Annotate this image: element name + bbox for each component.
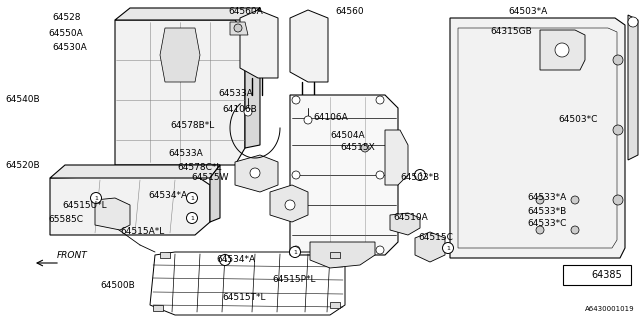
- Text: 1: 1: [446, 245, 450, 251]
- Circle shape: [571, 226, 579, 234]
- Circle shape: [628, 17, 638, 27]
- Circle shape: [376, 171, 384, 179]
- Polygon shape: [210, 165, 220, 222]
- Polygon shape: [290, 95, 398, 255]
- Text: 64315GB: 64315GB: [490, 28, 532, 36]
- Polygon shape: [330, 302, 340, 308]
- Circle shape: [376, 96, 384, 104]
- Circle shape: [304, 116, 312, 124]
- Text: 64540B: 64540B: [5, 95, 40, 105]
- Text: 64515W: 64515W: [191, 173, 228, 182]
- Text: 1: 1: [94, 196, 98, 201]
- Polygon shape: [153, 305, 163, 311]
- Polygon shape: [330, 252, 340, 258]
- Circle shape: [613, 125, 623, 135]
- Polygon shape: [270, 185, 308, 222]
- Text: 1: 1: [418, 172, 422, 178]
- Text: 64515P*L: 64515P*L: [272, 276, 316, 284]
- Circle shape: [613, 195, 623, 205]
- Circle shape: [250, 168, 260, 178]
- Text: 64530A: 64530A: [52, 44, 87, 52]
- Text: 1: 1: [572, 273, 576, 277]
- Circle shape: [186, 212, 198, 223]
- Text: 64533*A: 64533*A: [527, 194, 566, 203]
- Polygon shape: [95, 198, 130, 230]
- Text: 64560A: 64560A: [228, 7, 263, 17]
- Polygon shape: [290, 10, 328, 82]
- Text: 64515C: 64515C: [418, 233, 453, 242]
- Text: 64515A*L: 64515A*L: [120, 228, 164, 236]
- Circle shape: [220, 254, 230, 266]
- Text: 64510A: 64510A: [393, 213, 428, 222]
- Circle shape: [234, 24, 242, 32]
- Polygon shape: [310, 242, 375, 268]
- Text: A6430001019: A6430001019: [586, 306, 635, 312]
- Text: 64515T*L: 64515T*L: [222, 293, 266, 302]
- Circle shape: [376, 246, 384, 254]
- Polygon shape: [540, 30, 585, 70]
- Circle shape: [415, 170, 426, 180]
- Circle shape: [186, 193, 198, 204]
- Text: 64503*B: 64503*B: [400, 173, 439, 182]
- Circle shape: [285, 200, 295, 210]
- Text: 64385: 64385: [591, 270, 622, 280]
- Circle shape: [571, 196, 579, 204]
- Text: 64515X: 64515X: [340, 143, 375, 153]
- Text: 64533*B: 64533*B: [527, 206, 566, 215]
- Circle shape: [292, 171, 300, 179]
- Polygon shape: [628, 15, 638, 160]
- Circle shape: [361, 144, 369, 152]
- Text: 64578C*L: 64578C*L: [177, 163, 221, 172]
- Circle shape: [292, 96, 300, 104]
- Circle shape: [536, 226, 544, 234]
- Text: 64528: 64528: [52, 13, 81, 22]
- Polygon shape: [415, 232, 445, 262]
- Polygon shape: [390, 213, 420, 235]
- Circle shape: [442, 243, 454, 253]
- Text: 64533A: 64533A: [168, 148, 203, 157]
- Text: 64504A: 64504A: [330, 131, 365, 140]
- Circle shape: [536, 196, 544, 204]
- Text: 64550A: 64550A: [48, 29, 83, 38]
- Text: 1: 1: [223, 258, 227, 262]
- Polygon shape: [245, 8, 260, 148]
- Text: 1: 1: [190, 215, 194, 220]
- Text: 1: 1: [293, 250, 297, 254]
- Text: 64533*C: 64533*C: [527, 220, 566, 228]
- Text: 64503*C: 64503*C: [558, 116, 597, 124]
- Circle shape: [289, 246, 301, 258]
- Circle shape: [613, 55, 623, 65]
- Text: 64503*A: 64503*A: [508, 7, 547, 17]
- Polygon shape: [235, 155, 278, 192]
- Text: FRONT: FRONT: [57, 251, 88, 260]
- Polygon shape: [385, 130, 408, 185]
- Text: 64533A: 64533A: [218, 89, 253, 98]
- Text: 64534*A: 64534*A: [148, 190, 187, 199]
- Polygon shape: [50, 165, 220, 178]
- Polygon shape: [450, 18, 625, 258]
- Circle shape: [555, 43, 569, 57]
- Polygon shape: [240, 10, 278, 78]
- Text: 64106A: 64106A: [313, 114, 348, 123]
- Polygon shape: [230, 22, 248, 35]
- Circle shape: [244, 108, 252, 116]
- Polygon shape: [115, 8, 260, 20]
- Bar: [563, 265, 631, 285]
- Text: 64106B: 64106B: [222, 105, 257, 114]
- Text: 65585C: 65585C: [48, 215, 83, 225]
- Circle shape: [90, 193, 102, 204]
- Text: 64534*A: 64534*A: [216, 255, 255, 265]
- Text: 64515U*L: 64515U*L: [62, 201, 107, 210]
- Polygon shape: [160, 252, 170, 258]
- Text: 64500B: 64500B: [100, 281, 135, 290]
- Polygon shape: [50, 175, 210, 235]
- Circle shape: [568, 269, 579, 281]
- Circle shape: [292, 246, 300, 254]
- Text: 1: 1: [190, 196, 194, 201]
- Polygon shape: [160, 28, 200, 82]
- Text: 64578B*L: 64578B*L: [170, 122, 214, 131]
- Polygon shape: [115, 20, 245, 165]
- Text: 64520B: 64520B: [5, 161, 40, 170]
- Text: 64560: 64560: [335, 7, 364, 17]
